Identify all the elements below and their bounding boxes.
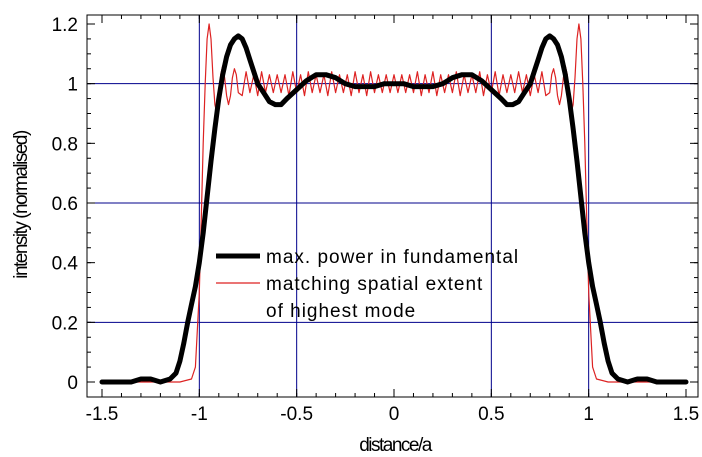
x-tick-labels: -1.5 -1 -0.5 0 0.5 1 1.5 — [86, 404, 700, 425]
y-tick-label: 1.2 — [52, 15, 78, 36]
x-tick-label: 1.5 — [673, 404, 699, 425]
axis-ticks — [87, 15, 698, 397]
x-tick-label: 0 — [389, 404, 400, 425]
series-line-fundamental — [99, 33, 689, 385]
series-line-highest-mode — [101, 23, 687, 383]
x-tick-label: -1 — [191, 404, 208, 425]
legend-label: of highest mode — [266, 301, 416, 322]
legend: max. power in fundamental matching spatia… — [216, 247, 519, 322]
y-tick-label: 0 — [67, 373, 78, 394]
y-tick-label: 0.8 — [52, 134, 78, 155]
y-tick-labels: 0 0.2 0.4 0.6 0.8 1 1.2 — [52, 15, 79, 394]
data-series — [99, 23, 689, 385]
x-tick-label: -1.5 — [86, 404, 119, 425]
x-axis-title: distance/a — [359, 435, 433, 456]
plot-frame — [86, 14, 699, 398]
y-tick-label: 1 — [67, 75, 78, 96]
x-tick-label: 0.5 — [478, 404, 504, 425]
y-tick-label: 0.4 — [52, 254, 79, 275]
legend-label: matching spatial extent — [266, 274, 483, 295]
grid-lines — [87, 15, 698, 397]
y-tick-label: 0.2 — [52, 313, 78, 334]
y-tick-label: 0.6 — [52, 194, 78, 215]
y-axis-title: intensity (normalised) — [11, 130, 32, 279]
legend-label: max. power in fundamental — [266, 247, 519, 268]
x-tick-label: -0.5 — [280, 404, 313, 425]
x-tick-label: 1 — [583, 404, 594, 425]
